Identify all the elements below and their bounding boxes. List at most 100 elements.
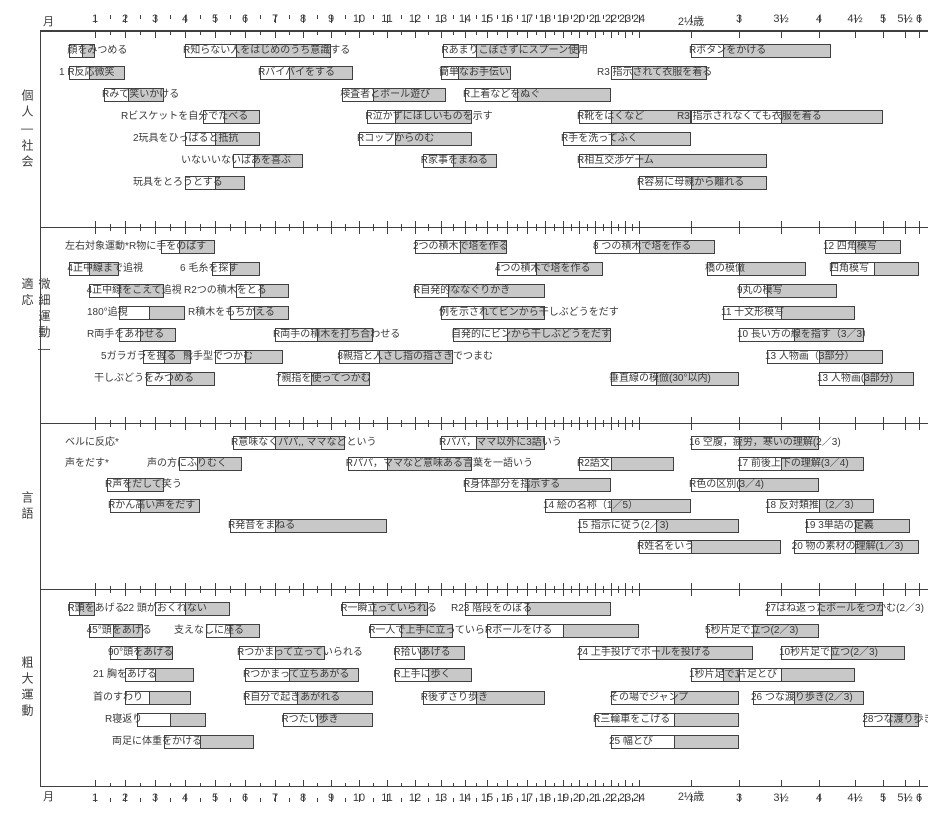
milestone-bar <box>415 240 507 254</box>
milestone-bar <box>767 602 883 616</box>
milestone-bar <box>245 668 359 682</box>
milestone-bar <box>579 646 753 660</box>
milestone-bar <box>110 499 200 513</box>
milestone-bar <box>275 328 373 342</box>
milestone-bar <box>781 646 905 660</box>
milestone-bar <box>611 735 739 749</box>
milestone-bar <box>359 132 472 146</box>
milestone-bar <box>487 624 639 638</box>
milestone-bar <box>723 306 855 320</box>
milestone-bar <box>767 350 883 364</box>
milestone-bar <box>164 735 254 749</box>
milestone-bar <box>739 457 864 471</box>
section-0: 個人―社会個人―社会顔をみつめるR知らない人をはじめのうち意識するRあまりこぼさ… <box>41 31 928 227</box>
milestone-bar <box>707 262 806 276</box>
milestone-bar <box>107 478 164 492</box>
milestone-bar <box>339 350 453 364</box>
milestone-bar <box>155 602 230 616</box>
milestone-bar <box>767 499 874 513</box>
milestone-bar <box>342 88 446 102</box>
milestone-bar <box>203 110 260 124</box>
section-label: 粗大運動 <box>19 656 36 720</box>
milestone-bar <box>233 436 345 450</box>
milestone-bar <box>739 668 855 682</box>
milestone-bar <box>423 691 545 705</box>
milestone-bar <box>215 350 283 364</box>
milestone-bar <box>283 713 373 727</box>
milestone-bar <box>579 457 674 471</box>
section-3: 粗大運動粗大運動R頭をあげる22 頭がおくれないR一瞬立っていられるR23 階段… <box>41 589 928 786</box>
section-2: 言語言語ベルに反応*R意味なくパパ,, ママなどというRパパ，ママ以外に3語いう… <box>41 423 928 589</box>
section-label: 微細運動―適応 <box>19 277 53 375</box>
milestone-bar <box>137 713 206 727</box>
milestone-bar <box>691 478 819 492</box>
axis-unit-label: 月 <box>43 13 54 29</box>
milestone-bar <box>104 88 164 102</box>
milestone-bar <box>465 478 611 492</box>
milestone-bar <box>125 668 194 682</box>
milestone-bar <box>239 646 325 660</box>
developmental-milestone-chart: 月123456789101112131415161718192021222324… <box>40 30 928 787</box>
milestone-bar <box>611 66 707 80</box>
milestone-bar <box>230 306 289 320</box>
axis-unit-label: 月 <box>43 788 54 804</box>
milestone-label: 声をだす* <box>65 457 109 471</box>
milestone-bar <box>819 372 914 386</box>
milestone-bar <box>753 691 864 705</box>
milestone-bar <box>579 154 767 168</box>
milestone-bar <box>864 713 919 727</box>
milestone-bar <box>563 132 691 146</box>
milestone-bar <box>146 372 215 386</box>
section-label: 個人―社会 <box>19 89 36 171</box>
milestone-bar <box>110 646 173 660</box>
milestone-bar <box>161 240 215 254</box>
milestone-bar <box>465 602 611 616</box>
milestone-bar <box>441 306 545 320</box>
milestone-bar <box>611 691 739 705</box>
milestone-bar <box>443 44 579 58</box>
milestone-bar <box>831 262 919 276</box>
milestone-bar <box>143 350 191 364</box>
milestone-bar <box>465 88 611 102</box>
axis-top: 月123456789101112131415161718192021222324… <box>41 15 928 31</box>
milestone-bar <box>89 284 164 298</box>
milestone-bar <box>825 240 901 254</box>
milestone-bar <box>691 110 883 124</box>
milestone-bar <box>212 262 260 276</box>
milestone-bar <box>236 284 289 298</box>
milestone-bar <box>739 284 837 298</box>
milestone-bar <box>595 713 739 727</box>
milestone-bar <box>497 262 603 276</box>
milestone-bar <box>545 499 691 513</box>
milestone-bar <box>69 66 125 80</box>
milestone-bar <box>185 176 245 190</box>
milestone-bar <box>206 624 260 638</box>
milestone-bar <box>806 519 909 533</box>
milestone-bar <box>739 328 864 342</box>
milestone-bar <box>395 668 471 682</box>
milestone-bar <box>125 691 191 705</box>
milestone-bar <box>69 44 95 58</box>
milestone-bar <box>794 540 919 554</box>
milestone-bar <box>639 176 767 190</box>
milestone-bar <box>579 519 739 533</box>
axis-bottom: 月123456789101112131415161718192021222324… <box>41 786 928 802</box>
milestone-bar <box>595 240 715 254</box>
milestone-bar <box>441 66 511 80</box>
milestone-bar <box>69 262 119 276</box>
milestone-bar <box>233 154 303 168</box>
milestone-bar <box>119 306 185 320</box>
milestone-bar <box>395 646 465 660</box>
milestone-bar <box>415 284 545 298</box>
milestone-bar <box>611 372 739 386</box>
milestone-label: ベルに反応* <box>65 436 119 450</box>
milestone-bar <box>245 691 373 705</box>
milestone-bar <box>185 44 331 58</box>
milestone-bar <box>639 540 781 554</box>
milestone-bar <box>348 457 472 471</box>
milestone-bar <box>453 328 611 342</box>
milestone-bar <box>367 110 471 124</box>
section-1: 微細運動―適応微細運動―適応左右対象運動*R物に手をのばす2つの積木で塔を作る8… <box>41 227 928 423</box>
milestone-bar <box>691 436 819 450</box>
milestone-bar <box>342 602 428 616</box>
